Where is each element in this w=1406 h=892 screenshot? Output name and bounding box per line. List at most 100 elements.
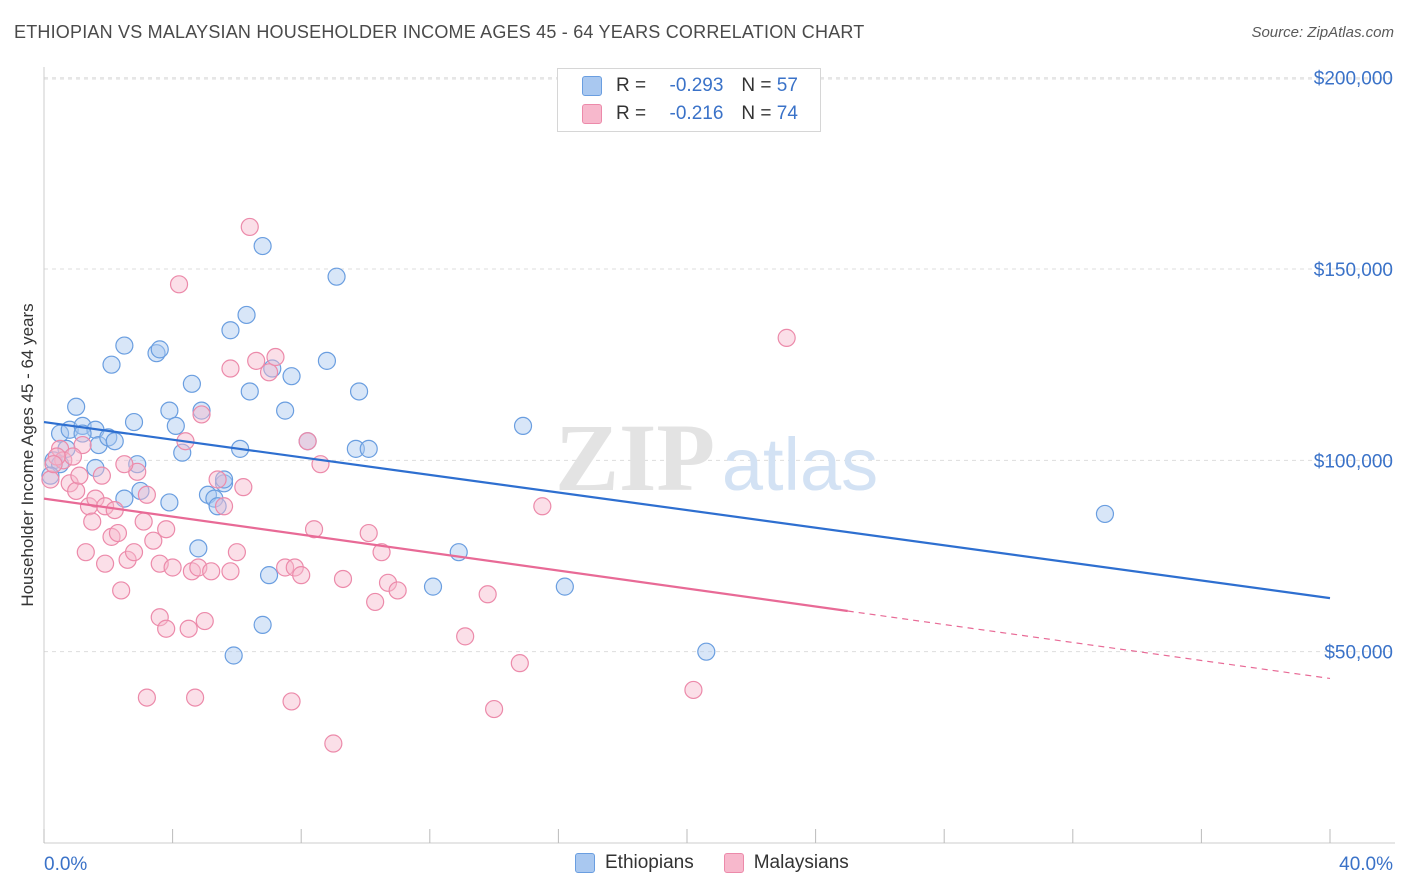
y-tick-label: $200,000 <box>1314 69 1393 90</box>
malaysian-point <box>144 531 163 550</box>
tick-labels: $50,000 $100,000 $150,000 $200,000 0.0% 40.0% <box>44 69 1393 875</box>
ethiopian-point <box>182 374 201 393</box>
malaysian-point <box>227 543 246 562</box>
malaysian-point <box>240 217 259 237</box>
ethiopian-point <box>555 577 574 596</box>
ethiopian-point <box>150 340 169 359</box>
ethiopian-point <box>221 321 240 340</box>
x-tick-label: 0.0% <box>44 854 87 875</box>
malaysian-point <box>298 432 317 451</box>
malaysians-swatch <box>582 104 602 124</box>
ethiopian-point <box>317 351 337 370</box>
ethiopian-point <box>105 432 124 451</box>
malaysian-point <box>276 558 295 577</box>
malaysian-point <box>221 359 240 378</box>
ethiopian-point <box>192 401 211 420</box>
malaysian-point <box>157 520 176 539</box>
ethiopian-point <box>327 267 346 286</box>
legend-r-value: -0.293 <box>669 75 724 96</box>
ethiopian-point <box>1095 504 1115 524</box>
legend-item-malaysians: Malaysians <box>723 852 849 874</box>
ethiopian-point <box>102 355 121 374</box>
y-tick-label: $50,000 <box>1324 643 1393 664</box>
malaysian-point <box>63 447 83 466</box>
ethiopian-point <box>128 455 147 474</box>
ethiopian-point <box>173 443 192 462</box>
legend-label: Malaysians <box>753 852 849 873</box>
malaysian-point <box>456 627 475 646</box>
ethiopian-point <box>214 470 234 489</box>
malaysian-point <box>533 497 552 516</box>
legend-label: Ethiopians <box>605 852 694 873</box>
malaysian-point <box>44 455 63 474</box>
malaysian-point <box>324 734 343 753</box>
ethiopian-point <box>208 497 227 516</box>
legend-r-label: R = <box>616 103 647 124</box>
ethiopian-point <box>513 416 533 436</box>
malaysian-point <box>41 470 60 489</box>
malaysian-point <box>388 581 407 600</box>
malaysian-point <box>163 558 182 577</box>
malaysian-point <box>372 543 391 562</box>
malaysian-point <box>112 581 131 600</box>
legend-r-label: R = <box>616 75 647 96</box>
malaysian-point <box>67 481 86 501</box>
malaysian-point <box>304 520 324 539</box>
malaysian-point <box>70 466 89 485</box>
ethiopian-point <box>115 336 134 355</box>
y-tick-label: $150,000 <box>1314 260 1393 281</box>
malaysian-point <box>95 554 115 573</box>
ethiopian-point <box>697 642 716 661</box>
malaysian-point <box>76 543 95 562</box>
malaysian-point <box>92 466 111 485</box>
trend-line-extension <box>847 610 1331 680</box>
malaysian-point <box>221 562 240 581</box>
axes <box>43 67 1395 844</box>
ethiopian-point <box>124 412 144 432</box>
malaysian-point <box>137 688 156 707</box>
watermark-zip: ZIP <box>555 404 715 511</box>
malaysian-point <box>150 608 169 627</box>
ethiopian-point <box>253 236 272 256</box>
ethiopian-point <box>237 305 256 325</box>
ethiopian-point <box>189 539 208 558</box>
trend-line-ethiopians <box>43 420 1331 600</box>
malaysian-point <box>292 566 311 585</box>
malaysian-point <box>247 351 266 370</box>
trend-line-malaysians <box>43 497 848 613</box>
malaysian-point <box>333 569 353 589</box>
malaysians-swatch <box>723 853 744 873</box>
malaysian-point <box>510 654 529 673</box>
ethiopian-point <box>276 401 295 420</box>
malaysian-point <box>124 543 144 562</box>
legend-n-label: N = <box>741 75 772 96</box>
malaysian-point <box>134 512 153 531</box>
ethiopian-point <box>160 401 179 420</box>
watermark-atlas: atlas <box>722 423 878 506</box>
malaysian-point <box>684 680 703 700</box>
ethiopian-point <box>423 577 443 596</box>
ethiopian-point <box>240 382 259 401</box>
malaysian-point <box>186 688 205 707</box>
malaysian-point <box>108 523 128 543</box>
malaysian-point <box>282 692 301 711</box>
malaysian-point <box>478 585 497 604</box>
malaysian-point <box>214 497 234 516</box>
series-legend: Ethiopians Malaysians <box>575 852 879 874</box>
legend-r-value: -0.216 <box>669 103 724 124</box>
malaysian-point <box>179 619 198 638</box>
malaysian-point <box>378 573 398 592</box>
malaysian-point <box>208 470 227 489</box>
grid-lines <box>44 77 1395 653</box>
ethiopians-swatch <box>575 853 595 873</box>
trend-lines <box>43 420 1331 680</box>
legend-item-ethiopians: Ethiopians <box>575 852 694 874</box>
malaysian-point <box>83 512 102 531</box>
malaysian-point <box>157 619 176 638</box>
ethiopian-point <box>253 615 272 634</box>
ethiopian-point <box>41 466 60 485</box>
malaysian-point <box>86 489 105 508</box>
malaysian-point <box>266 347 285 367</box>
ethiopian-point <box>224 646 243 665</box>
